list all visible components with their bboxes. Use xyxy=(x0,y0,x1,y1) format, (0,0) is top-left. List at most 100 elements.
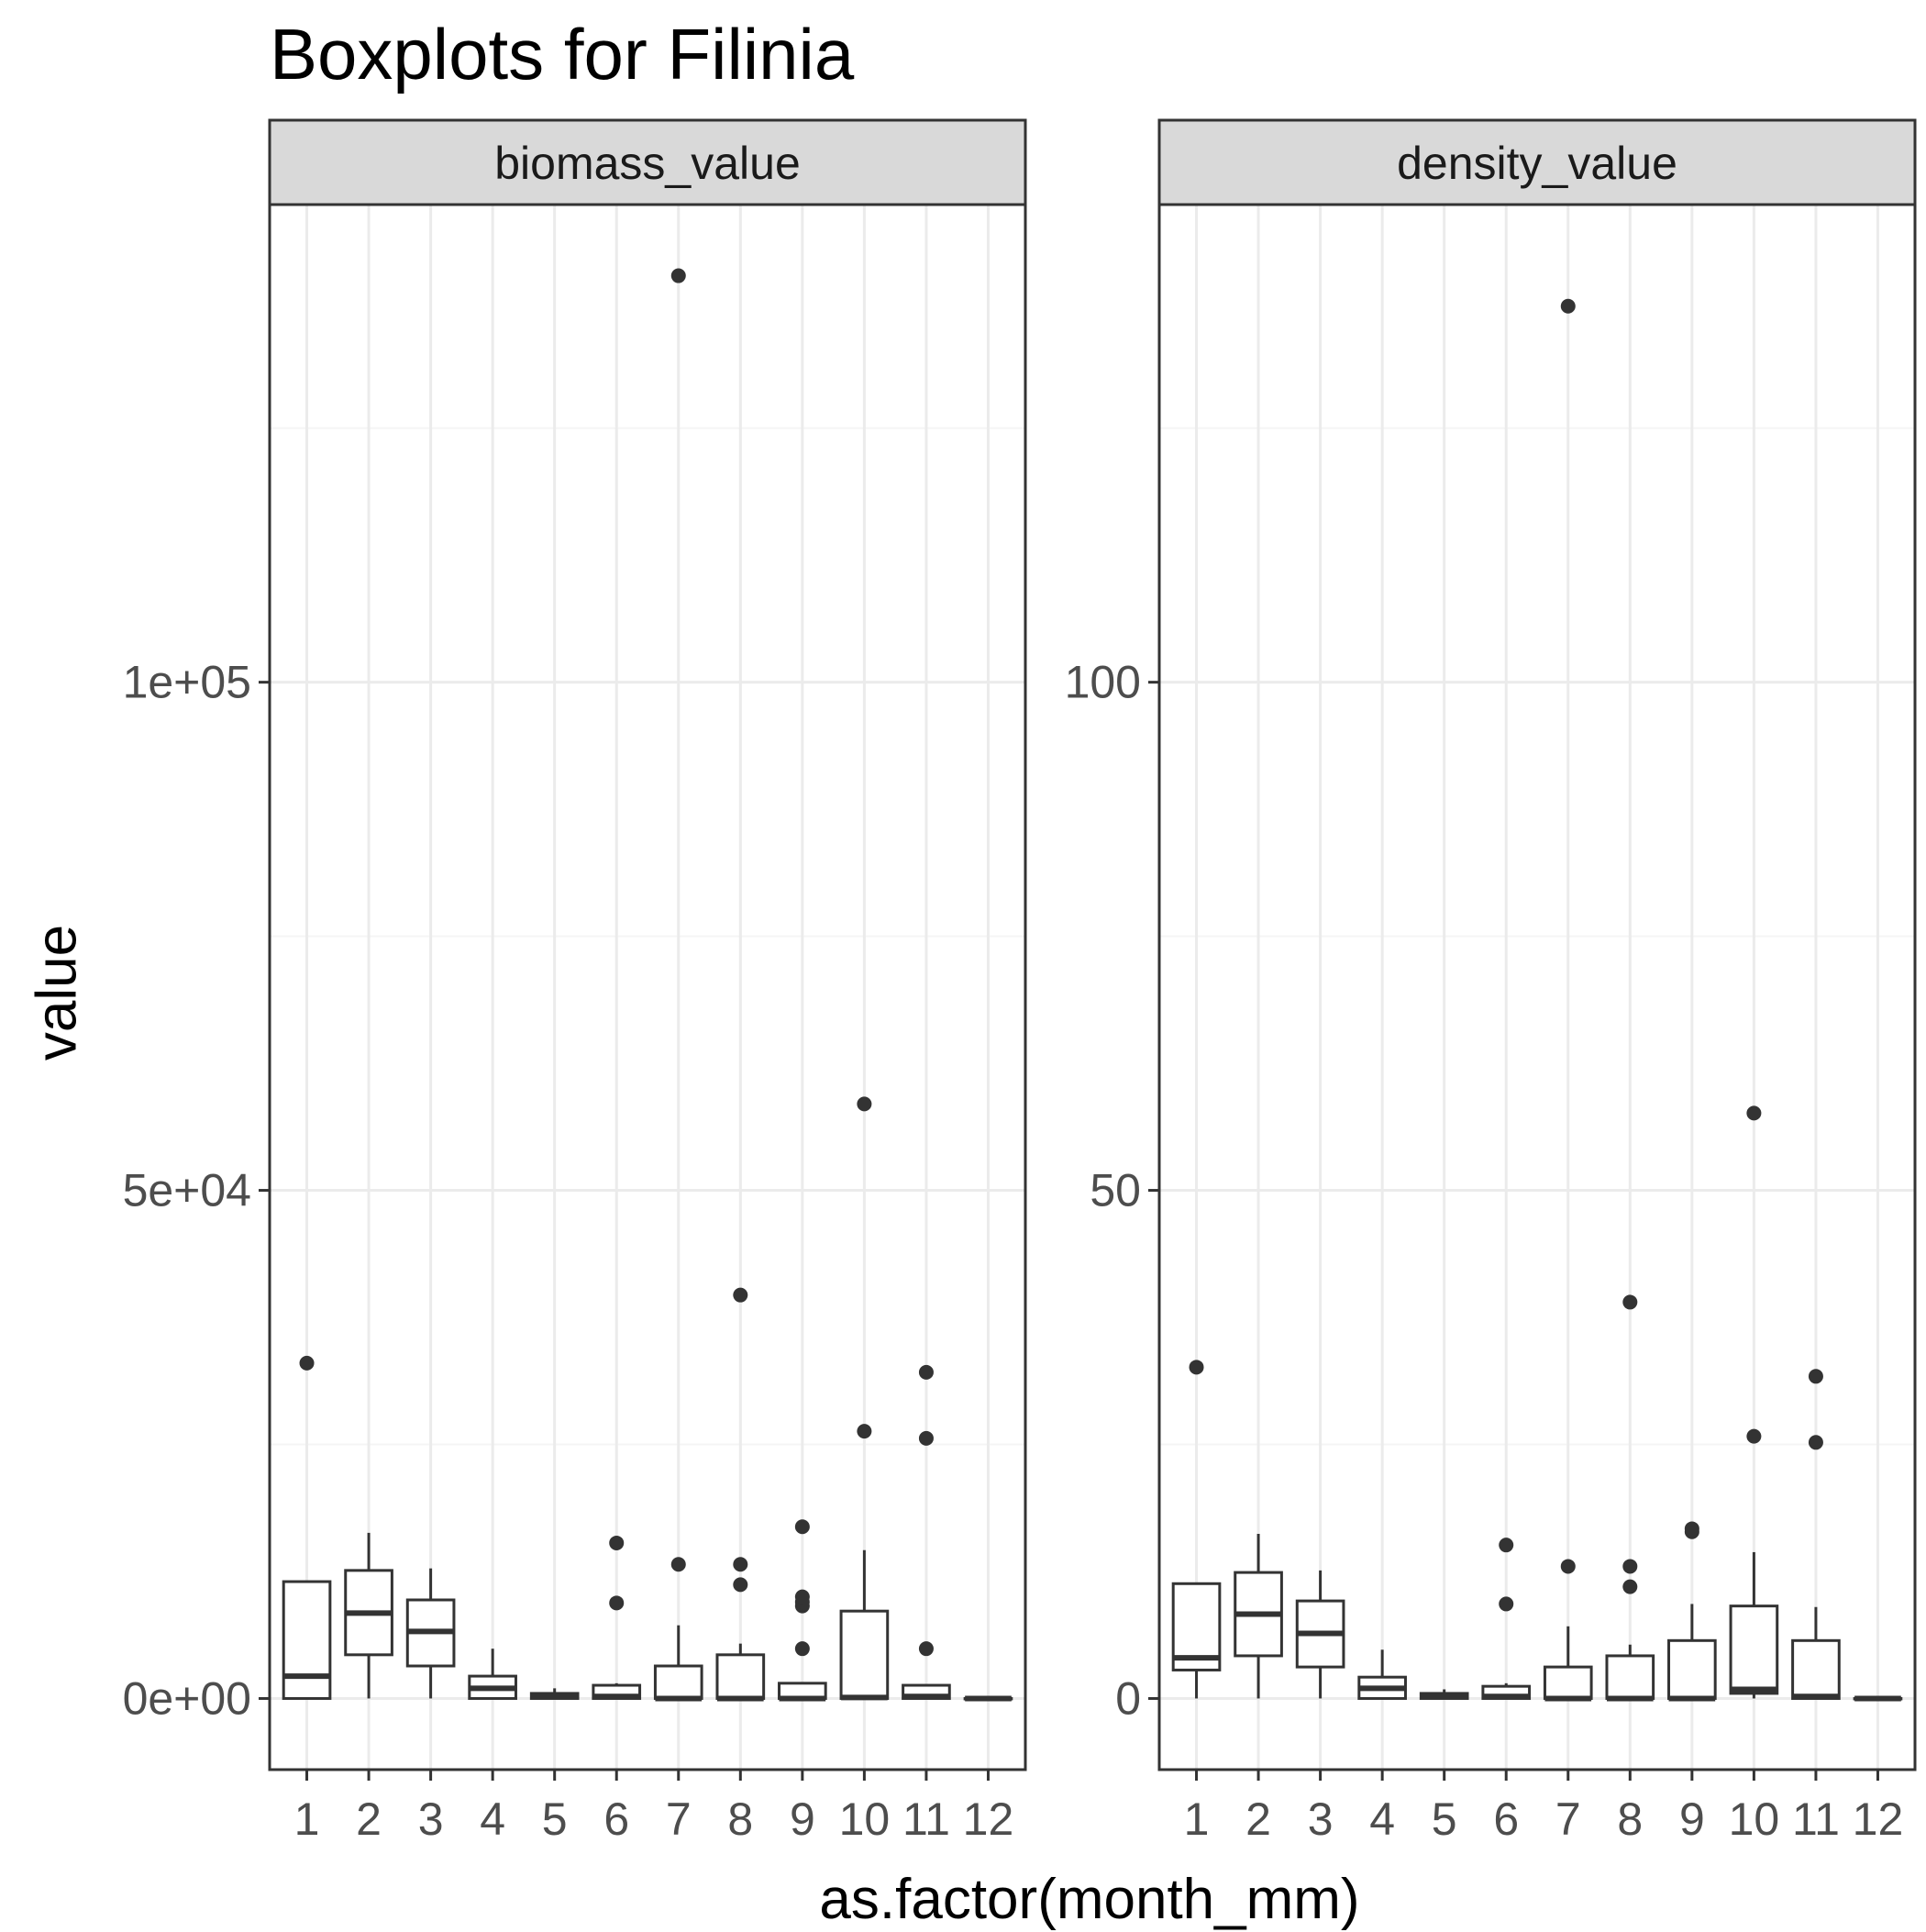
x-tick-label: 8 xyxy=(727,1793,753,1845)
outlier-point xyxy=(1622,1559,1638,1574)
box-month-6 xyxy=(1481,1538,1532,1700)
x-tick-label: 10 xyxy=(1729,1793,1780,1845)
outlier-point xyxy=(609,1595,625,1611)
outlier-point xyxy=(1622,1294,1638,1310)
y-tick-label: 5e+04 xyxy=(123,1165,251,1216)
x-tick-label: 1 xyxy=(294,1793,320,1845)
panel-background xyxy=(270,205,1025,1770)
outlier-point xyxy=(299,1355,315,1371)
x-tick-label: 5 xyxy=(1432,1793,1457,1845)
box-month-11 xyxy=(1791,1369,1841,1700)
y-tick-label: 50 xyxy=(1090,1165,1141,1216)
facet-strip xyxy=(268,118,1027,206)
box-month-8 xyxy=(1605,1294,1655,1702)
x-tick-label: 5 xyxy=(542,1793,568,1845)
x-tick-label: 12 xyxy=(1853,1793,1904,1845)
box-rect xyxy=(1667,1638,1717,1700)
box-month-9 xyxy=(778,1519,827,1702)
box-rect xyxy=(1543,1665,1593,1700)
x-tick-label: 12 xyxy=(963,1793,1014,1845)
outlier-point xyxy=(1622,1579,1638,1594)
x-tick-label: 11 xyxy=(1792,1793,1840,1845)
x-tick-label: 7 xyxy=(1555,1793,1581,1845)
outlier-point xyxy=(857,1096,872,1112)
outlier-point xyxy=(794,1641,810,1657)
box-month-6 xyxy=(592,1535,642,1700)
box-month-5 xyxy=(529,1688,580,1700)
x-tick-label: 7 xyxy=(666,1793,692,1845)
outlier-point xyxy=(670,1557,686,1572)
outlier-point xyxy=(1808,1369,1823,1384)
box-month-12 xyxy=(963,1695,1013,1702)
box-month-3 xyxy=(1295,1570,1345,1699)
outlier-point xyxy=(733,1557,748,1572)
box-month-2 xyxy=(1234,1533,1283,1699)
outlier-point xyxy=(1746,1428,1762,1444)
y-tick-label: 0 xyxy=(1115,1672,1141,1724)
outlier-point xyxy=(1499,1538,1514,1553)
x-tick-label: 3 xyxy=(418,1793,444,1845)
x-tick-label: 1 xyxy=(1184,1793,1210,1845)
y-tick-label: 1e+05 xyxy=(123,657,251,708)
panel-background xyxy=(1159,205,1915,1770)
x-tick-label: 2 xyxy=(356,1793,382,1845)
box-month-2 xyxy=(344,1532,393,1699)
box-rect xyxy=(1729,1604,1779,1695)
box-rect xyxy=(839,1609,890,1700)
box-month-11 xyxy=(902,1364,951,1700)
box-month-4 xyxy=(1357,1649,1407,1700)
box-rect xyxy=(715,1653,766,1700)
box-month-7 xyxy=(653,268,703,1702)
outlier-point xyxy=(670,268,686,283)
x-tick-label: 8 xyxy=(1617,1793,1643,1845)
outlier-point xyxy=(1808,1435,1823,1450)
x-tick-label: 11 xyxy=(902,1793,950,1845)
outlier-point xyxy=(918,1364,934,1380)
box-month-1 xyxy=(282,1355,332,1700)
box-month-12 xyxy=(1853,1695,1903,1702)
facet-strip-label: biomass_value xyxy=(494,138,801,189)
outlier-point xyxy=(1560,298,1576,314)
outlier-point xyxy=(1499,1596,1514,1612)
x-tick-label: 4 xyxy=(1369,1793,1395,1845)
x-axis-title: as.factor(month_mm) xyxy=(819,1868,1360,1931)
chart-title: Boxplots for Filinia xyxy=(270,14,855,94)
outlier-point xyxy=(609,1535,625,1550)
outlier-point xyxy=(1560,1559,1576,1574)
outlier-point xyxy=(918,1641,934,1657)
box-month-3 xyxy=(405,1568,456,1699)
facet-strip-label: density_value xyxy=(1397,138,1677,189)
outlier-point xyxy=(918,1430,934,1446)
box-month-10 xyxy=(1729,1105,1779,1699)
box-month-7 xyxy=(1543,298,1593,1702)
box-month-4 xyxy=(468,1649,517,1700)
outlier-point xyxy=(1189,1360,1204,1375)
x-tick-label: 6 xyxy=(603,1793,629,1845)
box-rect xyxy=(1791,1638,1841,1700)
x-tick-label: 10 xyxy=(839,1793,891,1845)
x-tick-label: 3 xyxy=(1308,1793,1334,1845)
x-tick-label: 4 xyxy=(480,1793,505,1845)
box-month-1 xyxy=(1171,1360,1222,1699)
box-month-10 xyxy=(839,1096,890,1701)
x-tick-label: 9 xyxy=(790,1793,815,1845)
outlier-point xyxy=(733,1287,748,1303)
outlier-point xyxy=(857,1424,872,1439)
x-tick-label: 9 xyxy=(1679,1793,1705,1845)
box-rect xyxy=(1605,1654,1655,1700)
x-tick-label: 6 xyxy=(1493,1793,1519,1845)
outlier-point xyxy=(794,1519,810,1535)
outlier-point xyxy=(1746,1105,1762,1121)
box-month-9 xyxy=(1667,1521,1717,1702)
outlier-point xyxy=(733,1577,748,1593)
y-tick-label: 0e+00 xyxy=(123,1672,251,1724)
outlier-point xyxy=(1684,1521,1699,1537)
facet-strip xyxy=(1157,118,1917,206)
box-month-5 xyxy=(1419,1689,1469,1700)
x-tick-label: 2 xyxy=(1245,1793,1271,1845)
y-tick-label: 100 xyxy=(1065,657,1141,708)
box-rect xyxy=(282,1580,332,1700)
